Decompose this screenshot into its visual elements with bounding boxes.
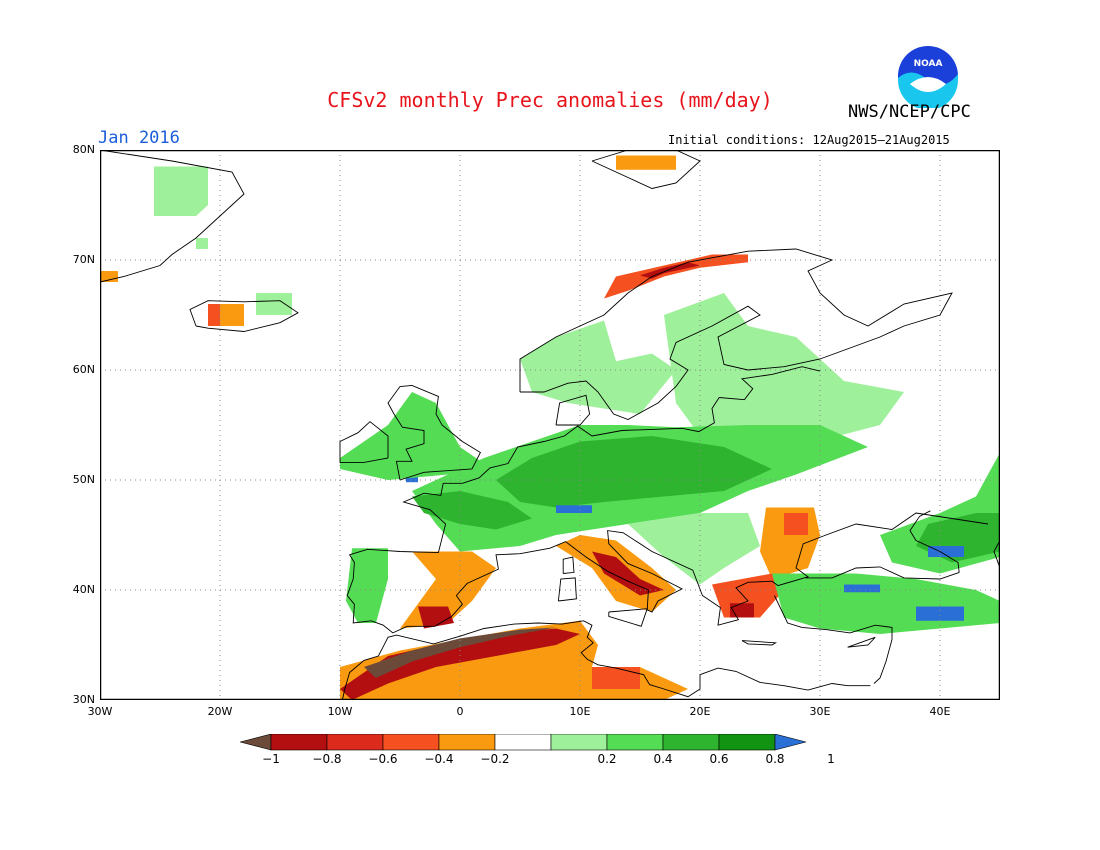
coastlines (100, 150, 1000, 700)
anomaly-region-romania-red (784, 513, 808, 535)
coastline-denmark (555, 394, 591, 426)
lon-tick-label: 40E (929, 705, 951, 718)
anomaly-region-iceland-c (220, 304, 244, 326)
colorbar-min-arrow (240, 734, 272, 751)
anomaly-region-norway-dry (640, 262, 700, 279)
anomaly-region-britain (340, 392, 484, 480)
coastline-ireland (339, 421, 389, 463)
lat-tick-label: 40N (72, 583, 95, 596)
colorbar (240, 734, 807, 751)
coastline-svalbard (591, 150, 701, 189)
map-frame (100, 150, 1000, 700)
anomaly-region-iceland-e (256, 293, 292, 315)
colorbar-box (438, 734, 496, 751)
anomaly-region-atlas-brown (364, 627, 556, 678)
noaa-logo-text: NOAA (914, 59, 943, 69)
coastline-greenland (100, 150, 245, 283)
lon-tick-label: 20E (689, 705, 711, 718)
coastline-north-africa (341, 620, 871, 700)
colorbar-tick-label: −0.6 (368, 752, 398, 766)
anomaly-region-greenland-se (196, 238, 208, 249)
coastline-corsica (562, 556, 575, 574)
coastline-sicily (608, 608, 648, 627)
lon-tick-label: 20W (207, 705, 233, 718)
lat-tick-label: 60N (72, 363, 95, 376)
lon-tick-label: 10W (327, 705, 353, 718)
lat-tick-label: 80N (72, 143, 95, 156)
coastline-cyprus (847, 636, 876, 648)
colorbar-box (494, 734, 552, 751)
lon-tick-label: 30E (809, 705, 831, 718)
map-gridlines (100, 150, 1000, 700)
colorbar-tick-label: −1 (262, 752, 280, 766)
lon-tick-label: 0 (456, 705, 464, 718)
colorbar-box (718, 734, 776, 751)
anomaly-region-norway-coast (604, 254, 748, 299)
colorbar-tick-label: 0.8 (765, 752, 785, 766)
coastline-crete (741, 640, 778, 646)
lat-tick-label: 50N (72, 473, 95, 486)
anomaly-map (100, 150, 1000, 700)
anomaly-region-greenland (154, 166, 208, 216)
anomaly-region-morocco-red (340, 628, 580, 700)
anomaly-regions (100, 155, 1000, 700)
anomaly-region-turkey-blue (916, 606, 964, 621)
anomaly-region-italy-red (592, 551, 664, 596)
colorbar-boxes (240, 734, 807, 751)
colorbar-box (606, 734, 664, 751)
anomaly-region-libya-red (592, 667, 640, 689)
colorbar-box (382, 734, 440, 751)
coastline-sardinia (557, 577, 577, 602)
colorbar-tick-label: 0.2 (597, 752, 617, 766)
anomaly-region-spain-red (418, 606, 454, 629)
anomaly-region-balkans (628, 513, 760, 585)
coastline-caspian (993, 540, 1000, 569)
colorbar-box (550, 734, 608, 751)
anomaly-region-caucasus-blue (928, 546, 964, 557)
anomaly-region-germany-poland (496, 436, 772, 508)
coastline-iceland (189, 300, 299, 332)
lon-tick-label: 10E (569, 705, 591, 718)
anomaly-region-alps-blue (556, 505, 592, 513)
coastline-continent (346, 366, 989, 634)
agency-label: NWS/NCEP/CPC (848, 102, 971, 122)
colorbar-box (662, 734, 720, 751)
colorbar-tick-label: −0.4 (424, 752, 454, 766)
noaa-logo: NOAA (898, 46, 958, 108)
colorbar-tick-label: 0.4 (653, 752, 673, 766)
coastline-black-sea-east (909, 510, 960, 573)
initial-conditions: Initial conditions: 12Aug2015–21Aug2015 (668, 133, 950, 147)
anomaly-region-scandinavia-wet (520, 320, 676, 414)
colorbar-tick-label: −0.2 (480, 752, 510, 766)
coastline-black-sea-south (805, 566, 960, 580)
colorbar-box (270, 734, 328, 751)
colorbar-tick-label: 1 (827, 752, 835, 766)
anomaly-region-finland-baltic (664, 293, 904, 447)
anomaly-region-turkey-blue-n (844, 584, 880, 593)
coastline-anatolia-south (773, 595, 893, 684)
lat-tick-label: 30N (72, 693, 95, 706)
coastline-britain (387, 384, 481, 481)
lon-tick-label: 30W (87, 705, 113, 718)
anomaly-region-iceland-w (208, 304, 220, 326)
target-month: Jan 2016 (98, 128, 180, 148)
lat-tick-label: 70N (72, 253, 95, 266)
anomaly-region-greece-dark (730, 603, 754, 618)
colorbar-tick-label: 0.6 (709, 752, 729, 766)
coastline-scandinavia (519, 248, 953, 420)
anomaly-region-iberia-nw (346, 548, 388, 623)
colorbar-max-arrow (774, 734, 807, 751)
colorbar-box (326, 734, 384, 751)
colorbar-tick-label: −0.8 (312, 752, 342, 766)
anomaly-region-france-dark (412, 491, 532, 530)
anomaly-region-svalbard (616, 155, 676, 170)
chart-title: CFSv2 monthly Prec anomalies (mm/day) (327, 88, 773, 112)
